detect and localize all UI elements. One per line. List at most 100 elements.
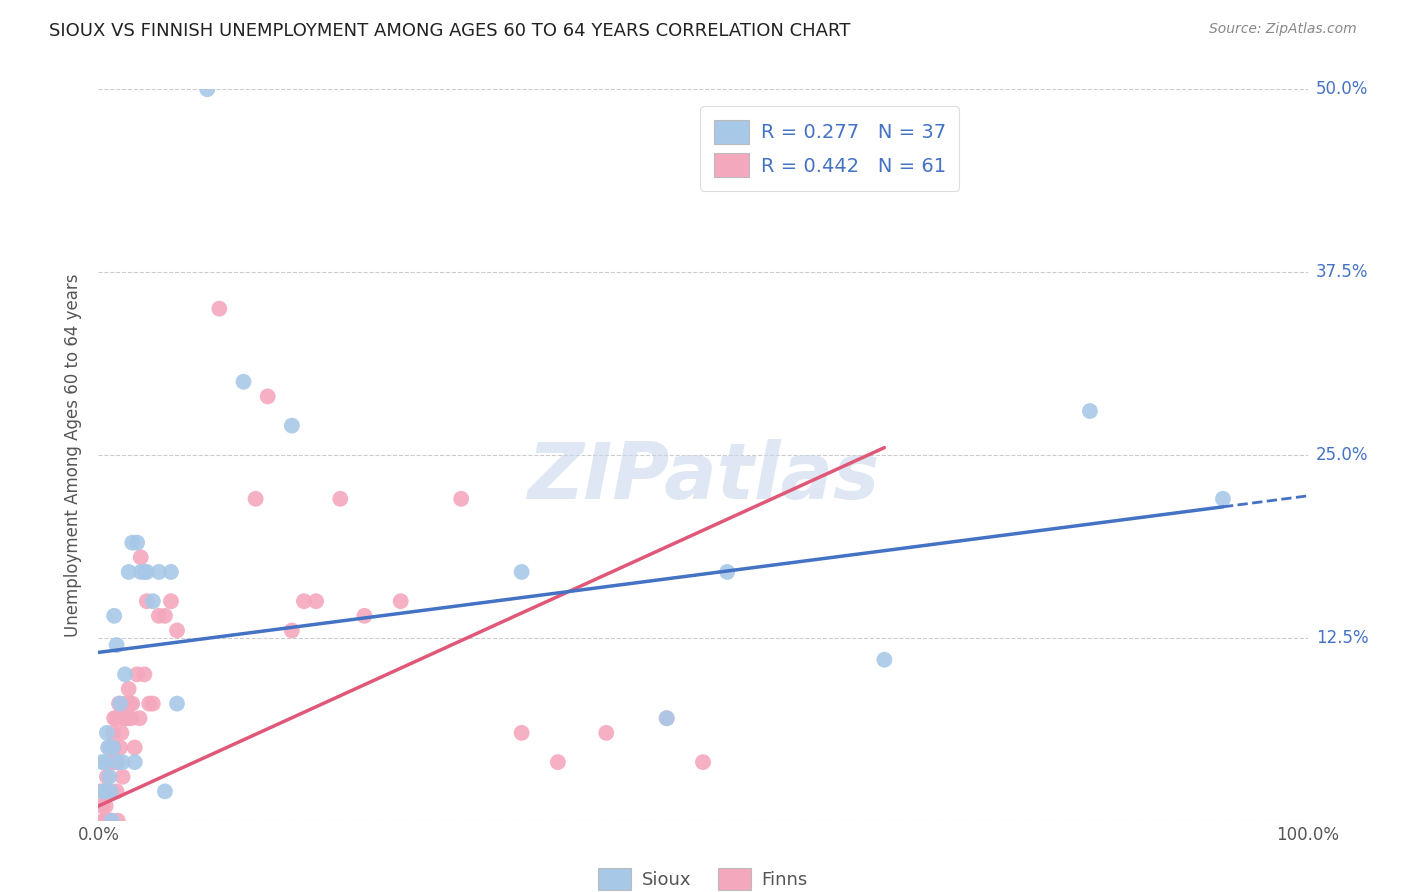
Point: [195, 82, 218, 96]
Point: [118, 697, 141, 711]
Point: [100, 814, 122, 828]
Point: [91, 755, 114, 769]
Point: [112, 711, 135, 725]
Point: [1078, 404, 1101, 418]
Text: 12.5%: 12.5%: [1316, 629, 1368, 647]
Point: [105, 784, 128, 798]
Point: [108, 697, 131, 711]
Point: [142, 697, 165, 711]
Point: [93, 784, 115, 798]
Point: [101, 726, 124, 740]
Point: [96, 814, 118, 828]
Point: [108, 740, 131, 755]
Point: [103, 740, 125, 755]
Point: [135, 565, 157, 579]
Point: [124, 740, 146, 755]
Point: [305, 594, 328, 608]
Point: [101, 740, 124, 755]
Point: [96, 770, 118, 784]
Point: [121, 697, 143, 711]
Point: [97, 755, 120, 769]
Point: [124, 755, 146, 769]
Y-axis label: Unemployment Among Ages 60 to 64 years: Unemployment Among Ages 60 to 64 years: [65, 273, 83, 637]
Point: [127, 667, 149, 681]
Point: [98, 770, 121, 784]
Point: [108, 697, 131, 711]
Point: [117, 711, 139, 725]
Point: [716, 565, 738, 579]
Point: [127, 535, 149, 549]
Point: [138, 697, 160, 711]
Point: [292, 594, 315, 608]
Point: [160, 594, 183, 608]
Point: [1212, 491, 1234, 506]
Point: [510, 565, 533, 579]
Point: [100, 814, 122, 828]
Point: [118, 565, 141, 579]
Point: [166, 697, 188, 711]
Point: [510, 726, 533, 740]
Point: [114, 697, 136, 711]
Point: [281, 624, 304, 638]
Point: [128, 711, 150, 725]
Point: [105, 711, 128, 725]
Point: [103, 608, 125, 623]
Text: Source: ZipAtlas.com: Source: ZipAtlas.com: [1209, 22, 1357, 37]
Point: [91, 799, 114, 814]
Point: [104, 755, 127, 769]
Point: [208, 301, 231, 316]
Point: [389, 594, 412, 608]
Point: [100, 784, 122, 798]
Point: [90, 784, 112, 798]
Text: 37.5%: 37.5%: [1316, 263, 1368, 281]
Point: [114, 667, 136, 681]
Point: [111, 770, 134, 784]
Point: [107, 814, 129, 828]
Point: [256, 389, 278, 403]
Point: [107, 755, 129, 769]
Point: [97, 740, 120, 755]
Point: [91, 784, 114, 798]
Point: [873, 653, 896, 667]
Point: [110, 726, 132, 740]
Legend: Sioux, Finns: Sioux, Finns: [589, 859, 817, 892]
Point: [100, 784, 122, 798]
Point: [692, 755, 714, 769]
Point: [115, 711, 138, 725]
Point: [160, 565, 183, 579]
Point: [329, 491, 352, 506]
Point: [245, 491, 267, 506]
Point: [94, 814, 117, 828]
Text: SIOUX VS FINNISH UNEMPLOYMENT AMONG AGES 60 TO 64 YEARS CORRELATION CHART: SIOUX VS FINNISH UNEMPLOYMENT AMONG AGES…: [49, 22, 851, 40]
Point: [148, 608, 170, 623]
Point: [91, 814, 114, 828]
Point: [93, 784, 115, 798]
Point: [655, 711, 678, 725]
Point: [121, 535, 143, 549]
Point: [153, 784, 176, 798]
Point: [232, 375, 254, 389]
Point: [450, 491, 472, 506]
Text: 50.0%: 50.0%: [1316, 80, 1368, 98]
Point: [153, 608, 176, 623]
Point: [142, 594, 165, 608]
Point: [94, 799, 117, 814]
Text: 25.0%: 25.0%: [1316, 446, 1368, 464]
Point: [281, 418, 304, 433]
Point: [353, 608, 375, 623]
Point: [595, 726, 617, 740]
Point: [96, 726, 118, 740]
Point: [129, 565, 152, 579]
Point: [135, 594, 157, 608]
Point: [100, 755, 122, 769]
Point: [134, 565, 156, 579]
Point: [105, 638, 128, 652]
Point: [94, 755, 117, 769]
Point: [98, 740, 121, 755]
Point: [166, 624, 188, 638]
Point: [103, 711, 125, 725]
Point: [118, 681, 141, 696]
Point: [547, 755, 569, 769]
Point: [97, 784, 120, 798]
Text: ZIPatlas: ZIPatlas: [527, 439, 879, 515]
